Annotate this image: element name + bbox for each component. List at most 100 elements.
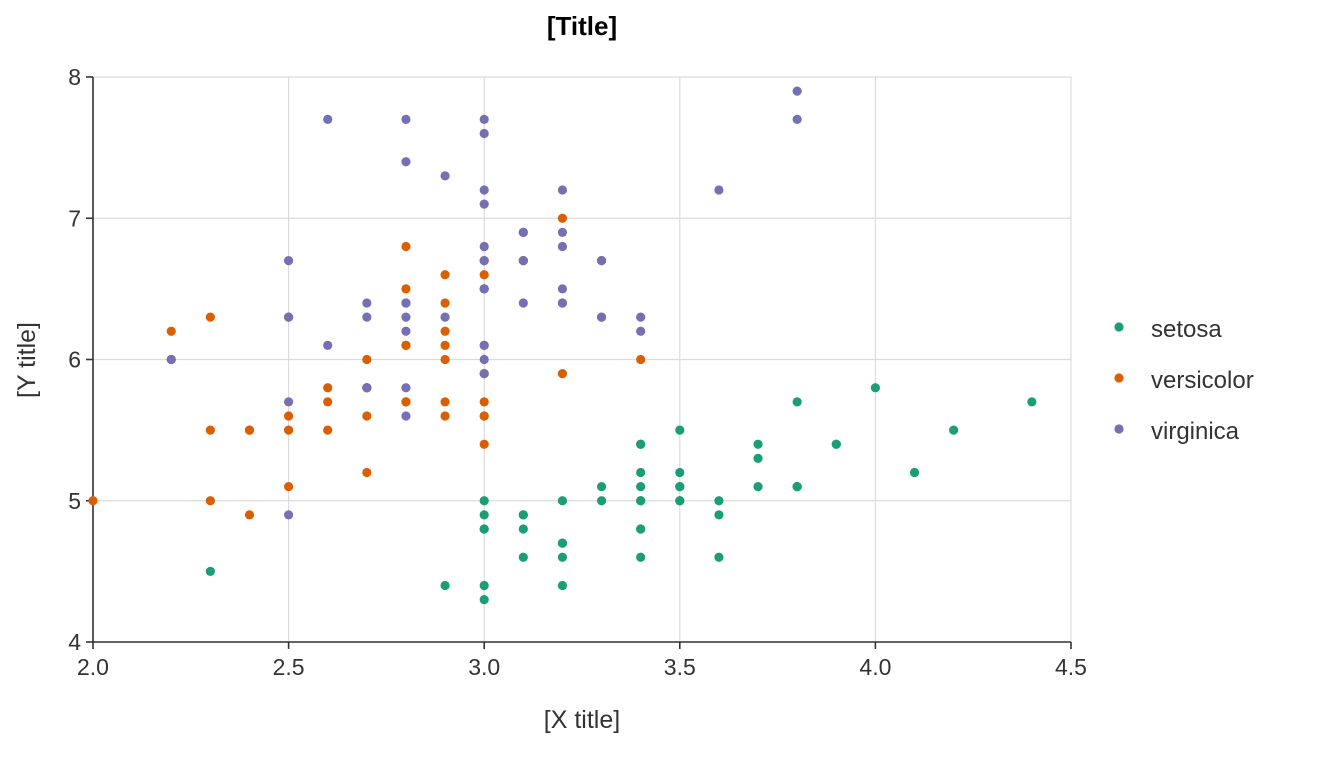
virginica-point [479,354,489,365]
legend-marker-setosa [1114,322,1124,332]
virginica-point [479,114,489,124]
setosa-point [557,496,568,506]
setosa-point [557,580,568,591]
setosa-point [714,552,724,562]
x-axis-title: [X title] [544,706,620,734]
grid [92,76,1072,643]
virginica-point [166,354,176,365]
versicolor-point [557,369,568,379]
setosa-point [714,496,724,506]
virginica-point [636,312,646,322]
virginica-point [479,340,489,350]
legend-marker-versicolor [1114,373,1124,383]
versicolor-point [440,397,450,407]
virginica-point [323,340,333,350]
virginica-point [479,199,489,209]
versicolor-point [323,383,333,393]
virginica-point [323,114,333,124]
virginica-point [557,185,568,195]
legend-label-setosa: setosa [1151,316,1222,343]
setosa-point [753,453,763,463]
virginica-point [362,383,372,393]
virginica-point [401,326,411,336]
versicolor-point [284,411,294,421]
virginica-point [714,185,724,195]
versicolor-point [166,326,176,336]
y-tick-label: 4 [68,629,81,655]
x-tick-label: 3.0 [468,654,500,680]
setosa-point [792,482,802,492]
setosa-point [753,439,763,449]
setosa-point [518,552,528,562]
virginica-point [479,284,489,294]
virginica-point [401,298,411,308]
versicolor-point [205,425,215,435]
x-tick-label: 2.0 [77,654,109,680]
virginica-point [479,241,489,252]
versicolor-point [205,496,215,506]
virginica-point [284,510,294,520]
legend-label-versicolor: versicolor [1151,367,1254,394]
setosa-point [479,496,489,506]
axes: 2.0 2.5 3.0 3.5 4.0 4.5 4 5 6 7 8 [68,64,1087,680]
setosa-point [479,580,489,591]
setosa-point [557,538,568,548]
setosa-point [675,425,685,435]
versicolor-point [479,439,489,449]
virginica-point [440,312,450,322]
versicolor-point [401,284,411,294]
virginica-point [479,128,489,139]
virginica-point [440,171,450,181]
versicolor-point [323,425,333,435]
x-tick-label: 4.0 [859,654,891,680]
setosa-point [479,595,489,605]
versicolor-point [362,354,372,365]
x-tick-label: 3.5 [664,654,696,680]
versicolor-point [557,213,568,223]
setosa-point [440,580,450,591]
versicolor-point [479,270,489,280]
virginica-point [636,326,646,336]
virginica-point [557,227,568,237]
y-tick-label: 5 [68,488,81,514]
setosa-point [675,482,685,492]
virginica-point [518,298,528,308]
versicolor-point [244,425,255,435]
virginica-point [557,284,568,294]
virginica-point [284,397,294,407]
versicolor-point [479,397,489,407]
setosa-point [831,439,841,449]
virginica-point [401,383,411,393]
setosa-point [636,439,646,449]
virginica-point [401,411,411,421]
legend-marker-virginica [1114,424,1124,434]
versicolor-point [284,425,294,435]
setosa-point [792,397,802,407]
virginica-point [401,157,411,167]
x-tick-label: 4.5 [1055,654,1087,680]
setosa-point [596,496,607,506]
virginica-point [792,114,802,124]
setosa-point [636,467,646,478]
setosa-point [949,425,959,435]
virginica-point [362,312,372,322]
versicolor-point [440,270,450,280]
data-points [88,86,1037,605]
y-axis-title: [Y title] [13,322,41,398]
setosa-point [636,482,646,492]
chart-title: [Title] [547,11,617,41]
versicolor-point [244,510,255,520]
virginica-point [362,298,372,308]
virginica-point [401,114,411,124]
versicolor-point [479,411,489,421]
setosa-point [518,524,528,534]
virginica-point [557,241,568,252]
versicolor-point [401,397,411,407]
versicolor-point [440,326,450,336]
versicolor-point [401,241,411,252]
virginica-point [284,256,294,266]
versicolor-point [636,354,646,365]
setosa-point [909,467,920,478]
virginica-point [479,369,489,379]
